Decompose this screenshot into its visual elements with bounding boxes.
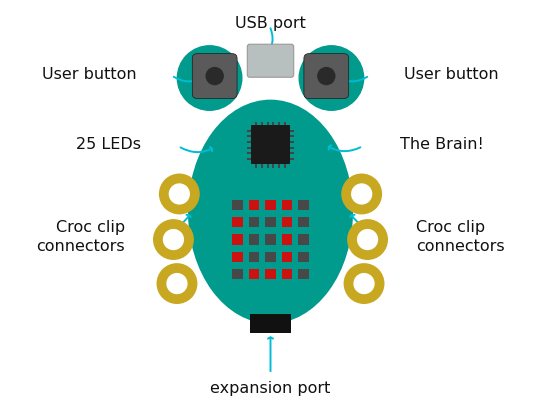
Bar <box>282 234 292 245</box>
FancyBboxPatch shape <box>247 44 294 77</box>
Bar <box>299 269 308 279</box>
Bar <box>247 136 251 137</box>
Bar <box>249 200 259 210</box>
Bar <box>266 269 275 279</box>
Circle shape <box>153 219 194 260</box>
Bar <box>249 252 259 262</box>
Bar <box>299 252 308 262</box>
Text: 25 LEDs: 25 LEDs <box>76 137 141 152</box>
Bar <box>247 158 251 160</box>
Bar <box>255 122 258 125</box>
Bar <box>278 164 280 168</box>
Bar <box>247 141 251 143</box>
Bar <box>299 200 308 210</box>
Bar <box>249 217 259 227</box>
Bar <box>299 217 308 227</box>
Bar <box>290 158 294 160</box>
Text: Croc clip
connectors: Croc clip connectors <box>36 220 125 254</box>
Circle shape <box>156 263 197 304</box>
Text: Croc clip
connectors: Croc clip connectors <box>416 220 505 254</box>
Bar <box>247 147 251 149</box>
Circle shape <box>357 229 378 250</box>
Bar <box>233 234 242 245</box>
Bar <box>267 164 269 168</box>
Bar <box>290 152 294 154</box>
Bar <box>233 217 242 227</box>
Bar <box>266 217 275 227</box>
Bar <box>290 147 294 149</box>
Circle shape <box>299 46 364 110</box>
Circle shape <box>344 263 385 304</box>
Bar <box>247 152 251 154</box>
Circle shape <box>353 273 375 294</box>
Bar <box>233 252 242 262</box>
Bar <box>282 269 292 279</box>
Bar <box>283 164 286 168</box>
Circle shape <box>166 273 188 294</box>
Circle shape <box>347 219 388 260</box>
Bar <box>290 136 294 137</box>
Bar <box>267 122 269 125</box>
Circle shape <box>317 67 335 85</box>
Circle shape <box>163 229 184 250</box>
Bar <box>247 130 251 132</box>
Bar <box>266 200 275 210</box>
Bar <box>255 164 258 168</box>
Circle shape <box>351 183 372 204</box>
FancyBboxPatch shape <box>304 54 349 98</box>
Circle shape <box>341 174 382 214</box>
Text: The Brain!: The Brain! <box>400 137 484 152</box>
Text: User button: User button <box>404 66 499 82</box>
Bar <box>233 200 242 210</box>
Bar <box>282 252 292 262</box>
Bar <box>261 122 263 125</box>
Bar <box>250 314 291 333</box>
Bar <box>278 122 280 125</box>
Bar <box>266 252 275 262</box>
Bar <box>261 164 263 168</box>
Text: User button: User button <box>42 66 137 82</box>
Ellipse shape <box>188 100 353 324</box>
Bar <box>299 234 308 245</box>
Bar <box>266 234 275 245</box>
Bar <box>282 217 292 227</box>
Bar <box>282 200 292 210</box>
Circle shape <box>177 46 242 110</box>
Text: USB port: USB port <box>235 16 306 31</box>
Bar <box>272 122 274 125</box>
Circle shape <box>206 67 224 85</box>
Circle shape <box>169 183 190 204</box>
Bar <box>249 269 259 279</box>
Bar <box>283 122 286 125</box>
Bar <box>272 164 274 168</box>
Circle shape <box>159 174 200 214</box>
Bar <box>249 234 259 245</box>
Text: expansion port: expansion port <box>210 381 331 396</box>
Bar <box>251 125 290 164</box>
FancyBboxPatch shape <box>192 54 237 98</box>
Bar <box>290 130 294 132</box>
Bar <box>290 141 294 143</box>
Bar <box>233 269 242 279</box>
